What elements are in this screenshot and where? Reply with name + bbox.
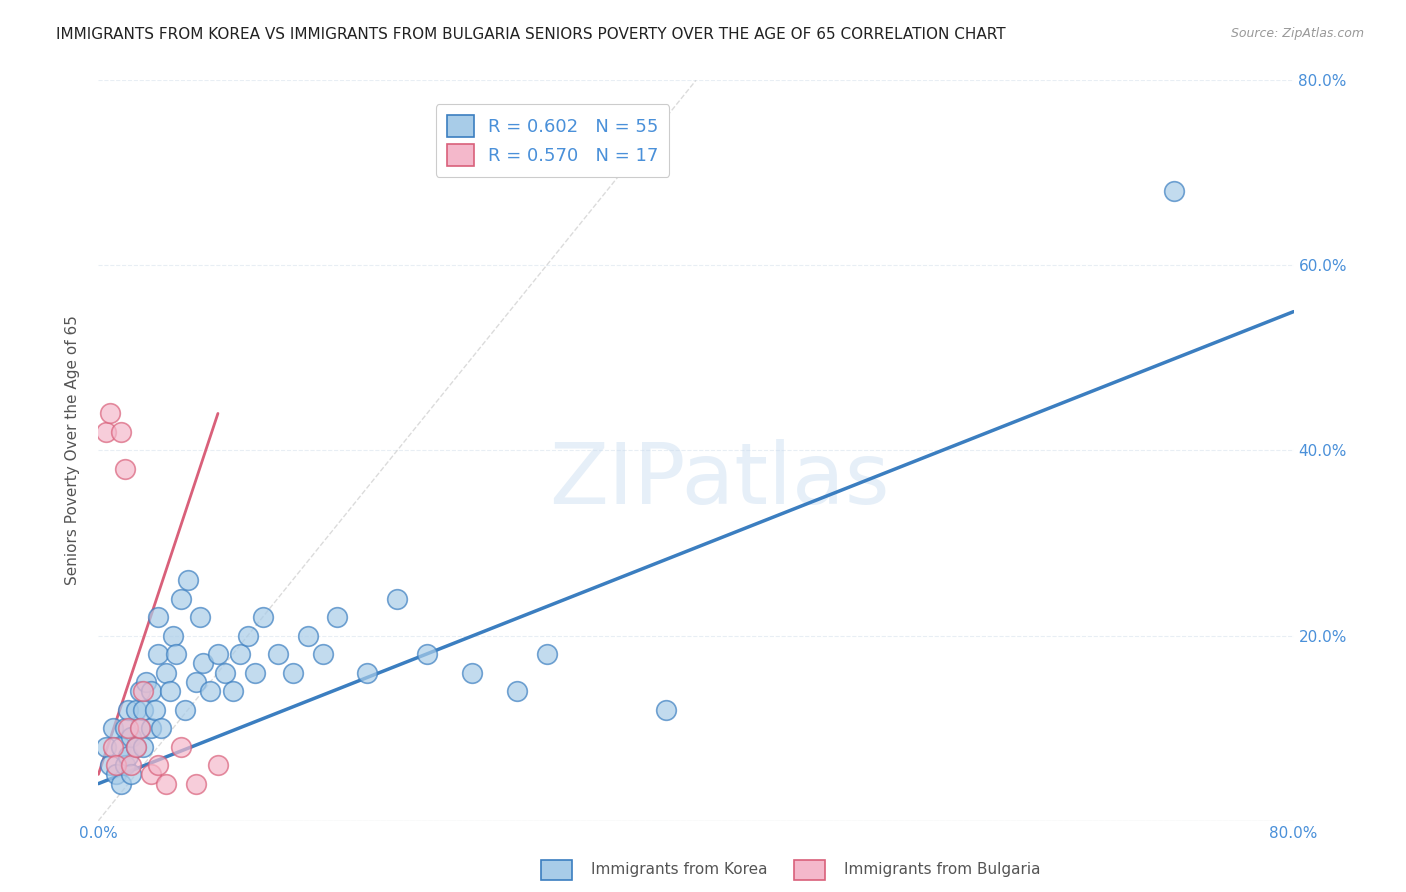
Point	[506, 684, 529, 698]
Point	[139, 684, 162, 698]
Text: ZIPatlas: ZIPatlas	[550, 439, 890, 522]
Point	[132, 739, 155, 754]
Point	[132, 703, 155, 717]
Point	[165, 647, 187, 661]
Point	[245, 665, 267, 680]
Point	[655, 703, 678, 717]
Point	[222, 684, 245, 698]
Point	[120, 758, 142, 772]
Point	[267, 647, 290, 661]
Point	[461, 665, 484, 680]
Point	[125, 703, 148, 717]
Point	[98, 407, 122, 421]
Point	[120, 731, 142, 745]
Point	[94, 739, 117, 754]
Point	[184, 674, 207, 689]
Point	[297, 628, 319, 642]
Point	[105, 767, 128, 781]
Point	[169, 739, 191, 754]
Point	[129, 721, 152, 735]
Point	[148, 647, 170, 661]
Point	[117, 721, 139, 735]
Text: Source: ZipAtlas.com: Source: ZipAtlas.com	[1230, 27, 1364, 40]
Point	[326, 610, 349, 624]
Point	[207, 758, 229, 772]
Point	[114, 758, 136, 772]
Point	[148, 610, 170, 624]
Point	[132, 684, 155, 698]
Point	[135, 674, 157, 689]
Point	[129, 721, 152, 735]
Point	[252, 610, 274, 624]
Point	[129, 684, 152, 698]
Point	[236, 628, 259, 642]
Point	[281, 665, 304, 680]
Point	[169, 591, 191, 606]
Text: Immigrants from Korea: Immigrants from Korea	[591, 863, 768, 877]
Point	[117, 703, 139, 717]
Point	[114, 462, 136, 476]
Point	[184, 776, 207, 791]
Point	[188, 610, 211, 624]
Point	[356, 665, 378, 680]
Point	[536, 647, 558, 661]
Point	[385, 591, 409, 606]
Point	[98, 758, 122, 772]
Legend: R = 0.602   N = 55, R = 0.570   N = 17: R = 0.602 N = 55, R = 0.570 N = 17	[436, 104, 669, 177]
Point	[155, 665, 177, 680]
Point	[103, 739, 125, 754]
Point	[143, 703, 166, 717]
Point	[139, 721, 162, 735]
Point	[200, 684, 222, 698]
Point	[191, 657, 214, 671]
Point	[125, 739, 148, 754]
Point	[155, 776, 177, 791]
Point	[214, 665, 236, 680]
Point	[229, 647, 252, 661]
Point	[416, 647, 439, 661]
Point	[110, 739, 132, 754]
Point	[162, 628, 184, 642]
Point	[94, 425, 117, 439]
Point	[311, 647, 333, 661]
Point	[177, 573, 200, 587]
Point	[114, 721, 136, 735]
Y-axis label: Seniors Poverty Over the Age of 65: Seniors Poverty Over the Age of 65	[65, 316, 80, 585]
Point	[207, 647, 229, 661]
Point	[150, 721, 173, 735]
Point	[120, 767, 142, 781]
Point	[159, 684, 181, 698]
Text: IMMIGRANTS FROM KOREA VS IMMIGRANTS FROM BULGARIA SENIORS POVERTY OVER THE AGE O: IMMIGRANTS FROM KOREA VS IMMIGRANTS FROM…	[56, 27, 1005, 42]
Point	[1163, 184, 1185, 198]
Point	[125, 739, 148, 754]
Point	[148, 758, 170, 772]
Point	[139, 767, 162, 781]
Text: Immigrants from Bulgaria: Immigrants from Bulgaria	[844, 863, 1040, 877]
Point	[174, 703, 197, 717]
Point	[110, 776, 132, 791]
Point	[110, 425, 132, 439]
Point	[103, 721, 125, 735]
Point	[117, 748, 139, 763]
Point	[105, 758, 128, 772]
